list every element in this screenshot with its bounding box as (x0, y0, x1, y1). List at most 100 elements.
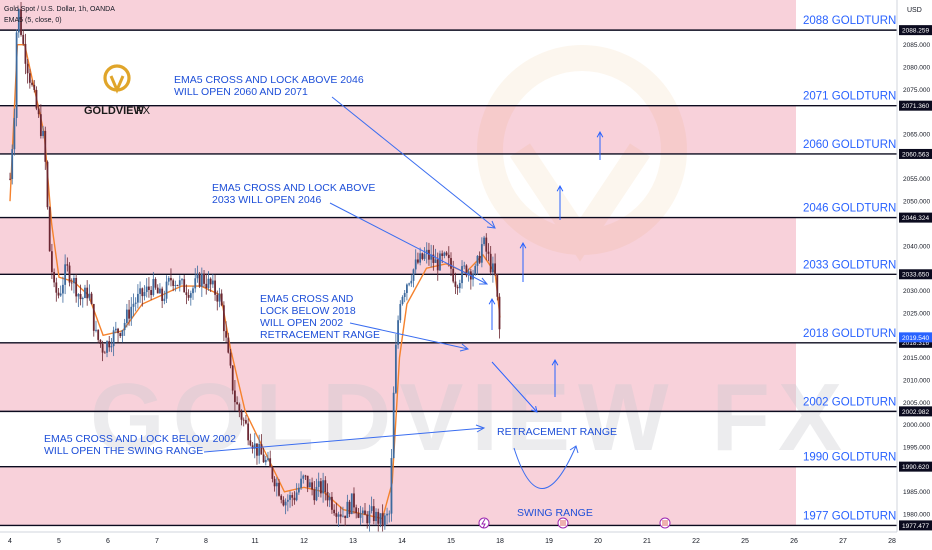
candle-body (225, 331, 227, 338)
candle-body (428, 249, 430, 260)
event-markers[interactable] (478, 517, 671, 529)
candle-body (101, 343, 104, 353)
annotation-line: RETRACEMENT RANGE (260, 329, 380, 341)
candle-body (70, 282, 73, 284)
candle-body (322, 480, 325, 494)
candle-body (139, 288, 141, 294)
price-tick-label: 1980.000 (903, 512, 930, 519)
candle-body (491, 263, 494, 273)
price-tick-label: 2080.000 (903, 64, 930, 71)
candle-body (163, 298, 166, 301)
candle-body (119, 333, 122, 337)
candle-body (11, 149, 14, 179)
candle-body (39, 114, 42, 136)
candle-body (242, 419, 245, 421)
level-price-label: 2033.650 (902, 272, 929, 279)
level-price-tag (899, 100, 932, 111)
candle-body (320, 481, 322, 494)
candle-body (324, 480, 327, 492)
candle-body (326, 491, 329, 501)
candle-body (421, 253, 424, 259)
candle-body (196, 274, 199, 279)
projection-arrowhead (551, 358, 559, 366)
candle-body (308, 482, 311, 488)
candle-body (430, 254, 433, 260)
candle-body (348, 501, 351, 515)
candle-body (167, 277, 170, 282)
time-axis[interactable]: 4 5 6 7 8 11 12 13 14 15 18 19 20 21 22 25 26 27 28 (0, 531, 932, 550)
level-price-tag (899, 148, 932, 159)
candle-body (99, 339, 102, 344)
goldturn-label: 2071 GOLDTURN (803, 91, 896, 103)
candle-body (92, 304, 95, 331)
logo-suffix: FX (136, 105, 151, 117)
candle-body (474, 265, 477, 275)
candle-body (461, 266, 463, 284)
candle-body (106, 341, 108, 353)
candle-body (304, 475, 307, 477)
candle-body (86, 287, 89, 299)
annotation-line: EMA5 CROSS AND (260, 293, 354, 305)
price-axis[interactable]: USD 2088.259 2071.360 2060.563 2046.324 2033… (896, 0, 932, 532)
level-price-label: 2046.324 (902, 215, 929, 222)
price-tick-label: 2050.000 (903, 199, 930, 206)
candle-body (220, 293, 223, 306)
candle-body (231, 365, 234, 391)
price-tick-label: 2000.000 (903, 422, 930, 429)
candle-body (355, 507, 358, 514)
candle-body (247, 423, 250, 441)
candle-body (487, 251, 490, 254)
candle-body (282, 499, 285, 506)
candle-body (291, 495, 294, 498)
projection-arrowhead (488, 297, 496, 305)
annotation-line: RETRACEMENT RANGE (497, 426, 617, 438)
candle-body (399, 304, 402, 321)
candle-body (134, 302, 137, 304)
annotation-line: 2033 WILL OPEN 2046 (212, 194, 322, 206)
goldturn-label: 2018 GOLDTURN (803, 328, 896, 340)
lightning-event-icon[interactable] (478, 517, 490, 529)
candle-body (75, 278, 78, 297)
goldturn-label: 2033 GOLDTURN (803, 259, 896, 271)
candle-body (42, 130, 44, 136)
candle-body (251, 445, 254, 449)
ema5-line (9, 44, 501, 520)
time-tick-label: 11 (251, 538, 258, 545)
candle-body (317, 481, 320, 487)
price-tick-label: 2005.000 (903, 400, 930, 407)
time-tick-label: 15 (447, 538, 455, 545)
candle-body (273, 478, 276, 487)
candle-body (258, 443, 261, 456)
candle-body (194, 278, 197, 289)
candle-body (295, 492, 298, 501)
candle-body (238, 404, 241, 412)
time-tick-label: 14 (398, 538, 406, 545)
logo-v-icon (109, 75, 125, 94)
candle-body (68, 265, 71, 283)
candle-body (110, 346, 113, 348)
goldturn-label: 2046 GOLDTURN (803, 203, 896, 215)
time-tick-label: 22 (692, 538, 700, 545)
candle-body (262, 454, 265, 463)
price-tick-label: 2065.000 (903, 132, 930, 139)
symbol-title: Gold Spot / U.S. Dollar, 1h, OANDA (4, 6, 115, 13)
candle-body (450, 258, 452, 269)
candle-body (95, 329, 97, 331)
candle-body (9, 178, 11, 180)
candle-body (441, 253, 444, 256)
candle-body (200, 273, 203, 287)
zone-band (0, 105, 796, 154)
candle-body (350, 493, 353, 515)
candle-body (48, 207, 51, 252)
projection-arrows (488, 130, 604, 413)
time-tick-label: 4 (8, 538, 12, 545)
indicator-legend: EMA5 (5, close, 0) (4, 17, 62, 24)
candle-body (216, 294, 219, 302)
candle-body (498, 296, 501, 330)
candle-body (267, 458, 269, 460)
price-tick-label: 2010.000 (903, 377, 930, 384)
candle-body (275, 482, 278, 487)
level-price-tag (899, 520, 932, 531)
